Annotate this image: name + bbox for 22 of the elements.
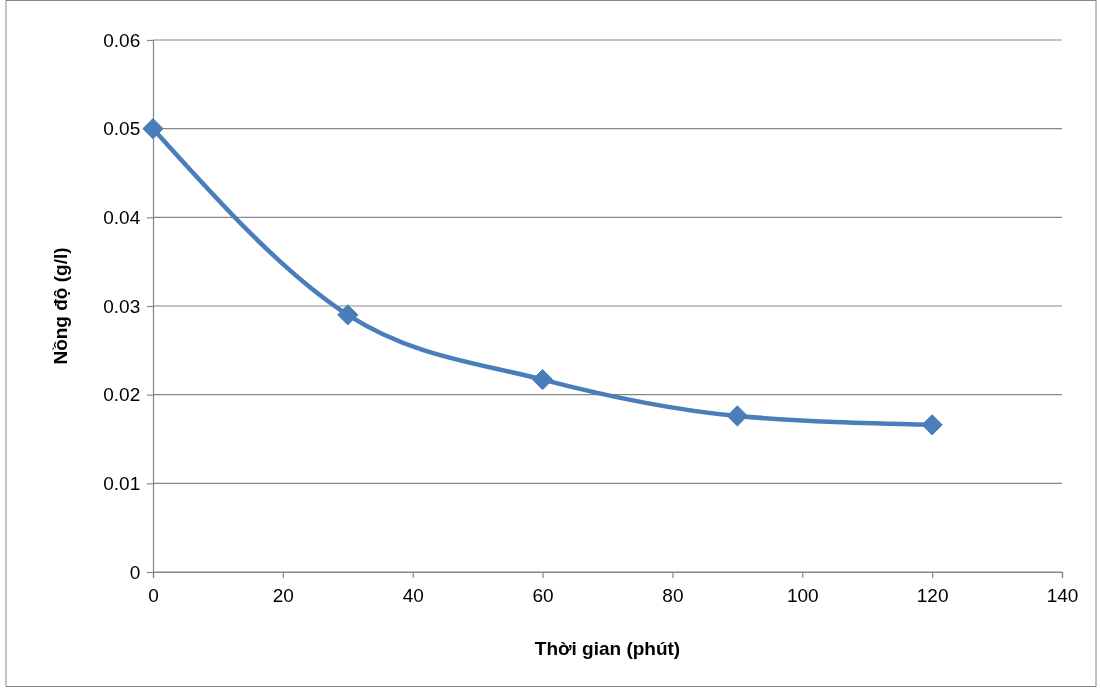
y-tick-label: 0.02 (103, 384, 141, 406)
y-tick-label: 0.05 (103, 118, 141, 140)
x-tick-label: 120 (916, 584, 949, 606)
point (531, 369, 554, 391)
y-tick-label: 0.03 (103, 295, 141, 317)
point (726, 405, 748, 427)
x-axis-title: Thời gian (phút) (534, 638, 681, 659)
x-tick-label: 60 (532, 584, 554, 606)
x-tick-label: 20 (272, 584, 294, 606)
point (921, 414, 943, 436)
y-tick-label: 0.04 (103, 206, 141, 228)
x-tick-label: 40 (402, 584, 424, 606)
x-tick-label: 80 (662, 584, 684, 606)
y-tick-label: 0.01 (103, 472, 141, 494)
y-tick-label: 0 (129, 561, 141, 583)
x-tick-label: 0 (148, 584, 159, 606)
x-tick-label: 140 (1046, 584, 1079, 606)
x-tick-label: 100 (786, 584, 819, 606)
point (337, 304, 359, 326)
y-axis-title: Nồng độ (g/l) (50, 247, 71, 365)
y-tick-label: 0.06 (103, 29, 141, 51)
point (142, 118, 164, 140)
